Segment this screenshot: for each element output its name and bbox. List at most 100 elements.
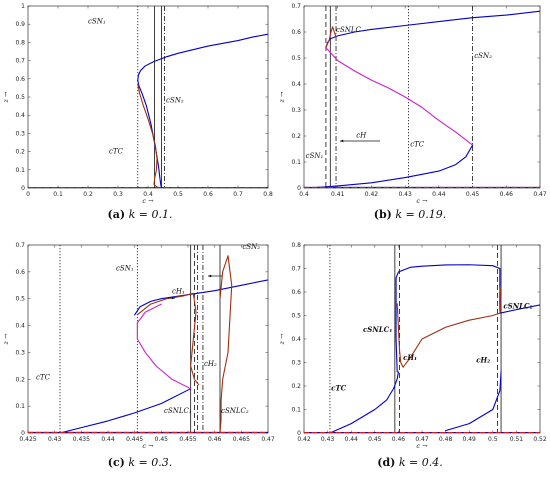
y-tick-label: 0.1 [291, 159, 301, 166]
x-tick-label: 0.41 [331, 191, 345, 198]
plot-frame [303, 5, 541, 189]
x-tick-label: 0.465 [233, 436, 250, 443]
x-tick-label: 0 [26, 191, 30, 198]
series-line [329, 371, 399, 433]
curve-annotation: cH₁ [172, 287, 185, 295]
caption-text: k = 0.4. [395, 456, 442, 469]
y-tick-label: 0.4 [15, 323, 25, 330]
y-tick-label: 0.3 [15, 349, 25, 356]
curve-annotation: cH₂ [476, 356, 490, 365]
caption-text: k = 0.1. [125, 208, 172, 221]
series-line [395, 264, 501, 373]
y-tick-label: 0.5 [291, 55, 301, 62]
series-line [306, 144, 474, 188]
y-tick-label: 0 [297, 185, 301, 192]
y-tick-label: 0.1 [15, 167, 25, 174]
x-tick-label: 0.45 [368, 436, 382, 443]
y-tick-label: 0.5 [291, 313, 301, 320]
series-line [136, 292, 200, 386]
x-tick-label: 0.48 [439, 436, 453, 443]
y-tick-label: 0.4 [291, 81, 301, 88]
y-tick-label: 0 [21, 430, 25, 437]
x-tick-label: 0.43 [398, 191, 412, 198]
x-tick-label: 0.42 [365, 191, 379, 198]
curve-annotation: cTC [109, 147, 124, 155]
series-line [59, 388, 192, 433]
series-line [396, 286, 502, 368]
x-tick-label: 0.44 [432, 191, 446, 198]
caption-label: (c) [108, 456, 125, 469]
y-tick-label: 0.3 [15, 130, 25, 137]
panel-c: 0.425 0.43 0.435 0.44 0.445 0.45 0.455 0.46 0.46… [2, 242, 275, 469]
x-tick-label: 0.47 [415, 436, 429, 443]
y-tick-label: 0.6 [291, 289, 301, 296]
y-tick-label: 0.7 [15, 58, 25, 65]
series-line [136, 303, 192, 390]
cH-arrow-head [340, 139, 344, 143]
x-tick-label: 0.7 [233, 191, 243, 198]
curve-annotation: cSNLC₁ [164, 407, 192, 415]
x-tick-label: 0.4 [299, 191, 309, 198]
series-line [499, 304, 540, 314]
x-tick-label: 0.49 [463, 436, 477, 443]
y-axis-label: z → [278, 333, 286, 345]
series-line [137, 33, 268, 82]
series-line [325, 26, 337, 49]
x-axis-label: c → [142, 197, 154, 205]
x-tick-label: 0.8 [263, 191, 273, 198]
x-tick-label: 0.4 [143, 191, 153, 198]
y-tick-label: 0.1 [15, 403, 25, 410]
x-tick-label: 0.425 [19, 436, 36, 443]
x-tick-label: 0.42 [297, 436, 311, 443]
series-line [325, 47, 474, 146]
x-axis-label: c → [416, 197, 428, 205]
panel-b: 0.4 0.41 0.42 0.43 0.44 0.45 0.46 0.47 0 0.1 0.2 0.… [278, 3, 547, 221]
x-tick-label: 0.45 [466, 191, 480, 198]
y-tick-label: 0.7 [291, 266, 301, 273]
caption-label: (b) [374, 208, 392, 221]
y-tick-label: 0.5 [15, 296, 25, 303]
curve-annotation: cH₁ [403, 353, 417, 362]
curve-annotation: cSN₂ [474, 52, 492, 60]
plot-frame [27, 5, 269, 189]
curve-annotation: cSNLC₁ [363, 325, 392, 334]
series-line [219, 255, 233, 433]
curve-annotation: cTC [331, 384, 346, 393]
curve-annotation: cSN₂ [242, 243, 260, 251]
x-tick-label: 0.44 [101, 436, 115, 443]
curve-annotation: cTC [410, 140, 425, 148]
x-tick-label: 0.45 [155, 436, 169, 443]
x-tick-label: 0.43 [48, 436, 62, 443]
x-tick-label: 0.6 [203, 191, 213, 198]
cH1-arrow-head [171, 296, 175, 300]
panel-d: 0.42 0.43 0.44 0.45 0.46 0.47 0.48 0.49 0.5 0.51 0… [278, 242, 547, 469]
caption-label: (a) [108, 208, 126, 221]
cSN2-arrow-head [208, 274, 212, 278]
panel-caption: (a) k = 0.1. [108, 208, 173, 221]
y-tick-label: 0 [297, 430, 301, 437]
y-tick-label: 0.2 [15, 149, 25, 156]
y-tick-label: 0.3 [291, 107, 301, 114]
y-tick-label: 0.7 [291, 3, 301, 10]
x-tick-label: 0.1 [53, 191, 63, 198]
x-tick-label: 0.5 [173, 191, 183, 198]
x-tick-label: 0.455 [179, 436, 196, 443]
x-axis-label: c → [416, 442, 428, 450]
curve-annotation: cSN₁ [116, 265, 134, 273]
x-tick-label: 0.435 [73, 436, 90, 443]
caption-label: (d) [377, 456, 395, 469]
x-tick-label: 0.46 [500, 191, 514, 198]
y-tick-label: 0.9 [15, 21, 25, 28]
y-tick-label: 0.4 [291, 336, 301, 343]
y-tick-label: 1 [21, 3, 25, 10]
x-tick-label: 0.46 [208, 436, 222, 443]
x-axis-label: c → [142, 442, 154, 450]
y-tick-label: 0.8 [291, 242, 301, 249]
panel-a: 0 0.1 0.2 0.3 0.4 0.5 0.6 0.7 0.8 0 0.1 0.2 0.3 0.4 0.… [2, 3, 273, 221]
y-tick-label: 0.1 [291, 407, 301, 414]
panel-caption: (b) k = 0.19. [374, 208, 446, 221]
x-tick-label: 0.43 [321, 436, 335, 443]
x-tick-label: 0.44 [345, 436, 359, 443]
x-tick-label: 0.3 [113, 191, 123, 198]
